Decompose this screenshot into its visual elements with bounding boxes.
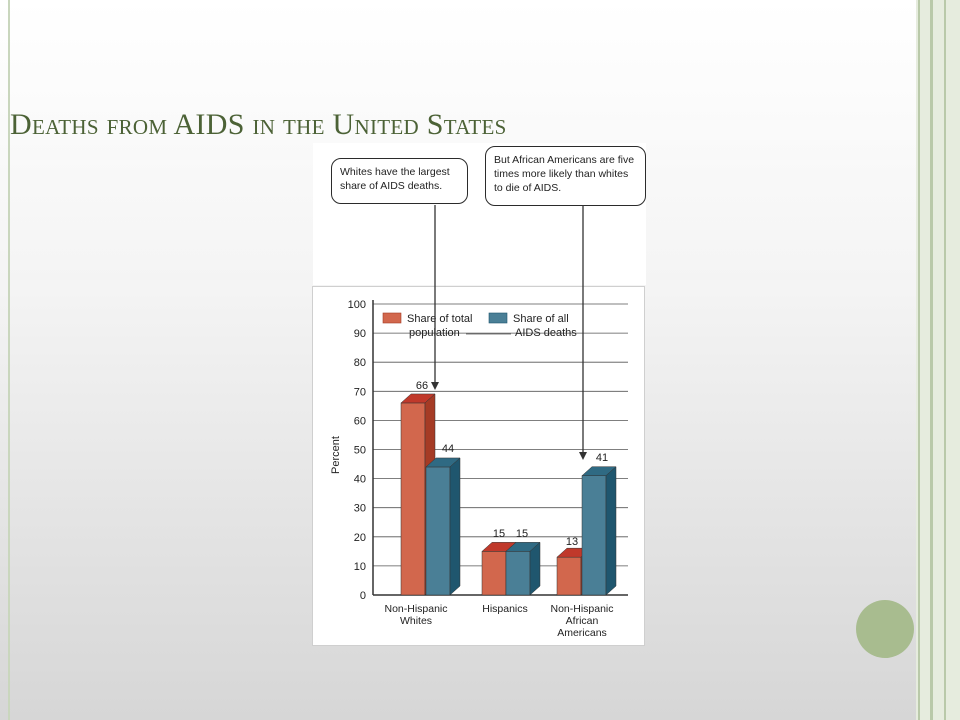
right-border-line <box>944 0 946 720</box>
bar-side <box>449 457 461 596</box>
right-border-line <box>930 0 933 720</box>
data-label: 15 <box>516 528 528 540</box>
bar <box>556 556 582 596</box>
legend-swatch <box>382 312 402 324</box>
bar <box>505 551 531 596</box>
category-label: African <box>566 615 599 627</box>
data-label: 66 <box>416 380 428 392</box>
y-tick-label: 20 <box>354 532 366 544</box>
y-tick-label: 70 <box>354 386 366 398</box>
y-tick-label: 0 <box>360 590 366 602</box>
category-label: Hispanics <box>482 603 528 615</box>
slide-title: Deaths from AIDS in the United States <box>10 108 507 141</box>
data-label: 44 <box>442 443 454 455</box>
legend-label: Share of total <box>407 313 472 325</box>
category-label: Whites <box>400 615 432 627</box>
callout-african-americans: But African Americans are five times mor… <box>485 146 646 206</box>
bar-side <box>529 541 541 596</box>
bar <box>481 551 507 596</box>
legend-label: Share of all <box>513 313 569 325</box>
decorative-circle <box>856 600 914 658</box>
right-decorative-band <box>916 0 960 720</box>
legend-swatch <box>488 312 508 324</box>
left-border-line <box>8 0 10 720</box>
bar <box>400 402 426 596</box>
y-tick-label: 90 <box>354 328 366 340</box>
legend-label: AIDS deaths <box>515 327 577 339</box>
data-label: 13 <box>566 536 578 548</box>
y-tick-label: 50 <box>354 445 366 457</box>
bar <box>425 466 451 596</box>
callout-whites: Whites have the largest share of AIDS de… <box>331 158 468 204</box>
callout-arrowhead <box>579 452 587 460</box>
right-border-line <box>918 0 920 720</box>
y-tick-label: 100 <box>348 299 366 311</box>
data-label: 41 <box>596 452 608 464</box>
bar-side <box>605 466 617 596</box>
bar <box>581 475 607 596</box>
y-tick-label: 40 <box>354 474 366 486</box>
data-label: 15 <box>493 528 505 540</box>
y-axis-label: Percent <box>330 436 342 474</box>
y-tick-label: 10 <box>354 561 366 573</box>
y-tick-label: 30 <box>354 503 366 515</box>
category-label: Non-Hispanic <box>550 603 613 615</box>
y-tick-label: 80 <box>354 357 366 369</box>
y-tick-label: 60 <box>354 415 366 427</box>
category-label: Non-Hispanic <box>384 603 447 615</box>
category-label: Americans <box>557 627 607 639</box>
callout-arrowhead <box>431 382 439 390</box>
